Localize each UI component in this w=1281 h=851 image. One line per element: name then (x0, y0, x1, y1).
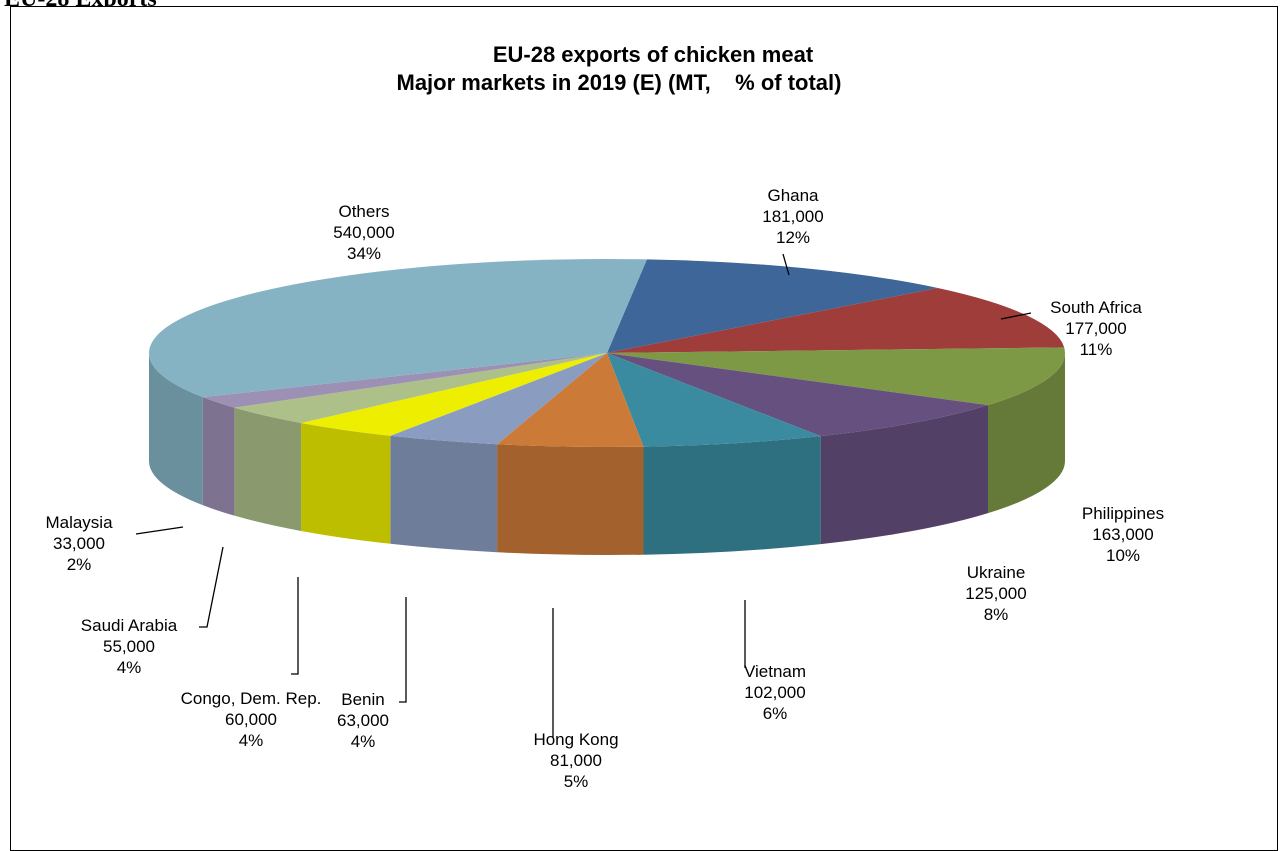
slice-label-philippines: Philippines 163,000 10% (1082, 504, 1164, 565)
slice-label-ghana: Ghana 181,000 12% (762, 186, 823, 247)
pie-side-others (149, 353, 203, 506)
slice-label-south-africa: South Africa 177,000 11% (1050, 298, 1142, 359)
slice-label-congo-dem-rep: Congo, Dem. Rep. 60,000 4% (181, 689, 322, 750)
leader-line-saudi-arabia (199, 546, 224, 628)
chart-title: EU-28 exports of chicken meat (493, 42, 814, 67)
slice-label-ukraine: Ukraine 125,000 8% (965, 563, 1026, 624)
pie-slice-philippines (607, 347, 1065, 406)
slice-labels: Ghana 181,000 12% South Africa 177,000 11% Phi… (45, 186, 1164, 791)
pie-slice-congo-dem-rep (301, 353, 607, 436)
slice-label-hong-kong: Hong Kong 81,000 5% (533, 730, 618, 791)
leader-line-congo-dem-rep (291, 577, 299, 675)
slice-label-benin: Benin 63,000 4% (337, 690, 389, 751)
pie-slice-malaysia (202, 353, 607, 408)
pie-top (148, 259, 1065, 447)
pie-slice-south-africa (607, 287, 1065, 353)
leader-line-malaysia (135, 526, 184, 535)
pie-sides (149, 353, 1065, 555)
pie-side-ukraine (820, 405, 988, 545)
slice-label-malaysia: Malaysia 33,000 2% (45, 513, 113, 574)
chart-frame: EU-28 exports of chicken meat Major mark… (10, 6, 1278, 851)
pie-side-hong-kong (497, 444, 644, 555)
pie-slice-ghana (607, 259, 938, 353)
pie-slice-benin (390, 353, 607, 445)
slice-label-others: Others 540,000 34% (333, 202, 394, 263)
leader-lines (135, 253, 1032, 737)
pie-chart: EU-28 exports of chicken meat Major mark… (45, 42, 1164, 791)
pie-slice-hong-kong (497, 353, 644, 447)
leader-line-ghana (782, 253, 790, 276)
pie-slice-vietnam (607, 353, 821, 447)
slice-label-saudi-arabia: Saudi Arabia 55,000 4% (81, 616, 178, 677)
pie-side-benin (390, 435, 498, 553)
pie-side-philippines (987, 353, 1065, 514)
leader-line-south-africa (1000, 312, 1032, 320)
pie-slice-ukraine (607, 353, 988, 437)
slice-label-vietnam: Vietnam 102,000 6% (744, 662, 806, 723)
pie-side-malaysia (202, 397, 235, 516)
pie-slice-others (148, 259, 647, 398)
pie-slice-saudi-arabia (234, 353, 607, 423)
chart-subtitle: Major markets in 2019 (E) (MT, % of tota… (397, 70, 842, 95)
pie-side-congo-dem-rep (301, 422, 391, 544)
pie-side-vietnam (643, 436, 821, 555)
pie-side-saudi-arabia (234, 407, 302, 531)
leader-line-benin (399, 597, 407, 703)
